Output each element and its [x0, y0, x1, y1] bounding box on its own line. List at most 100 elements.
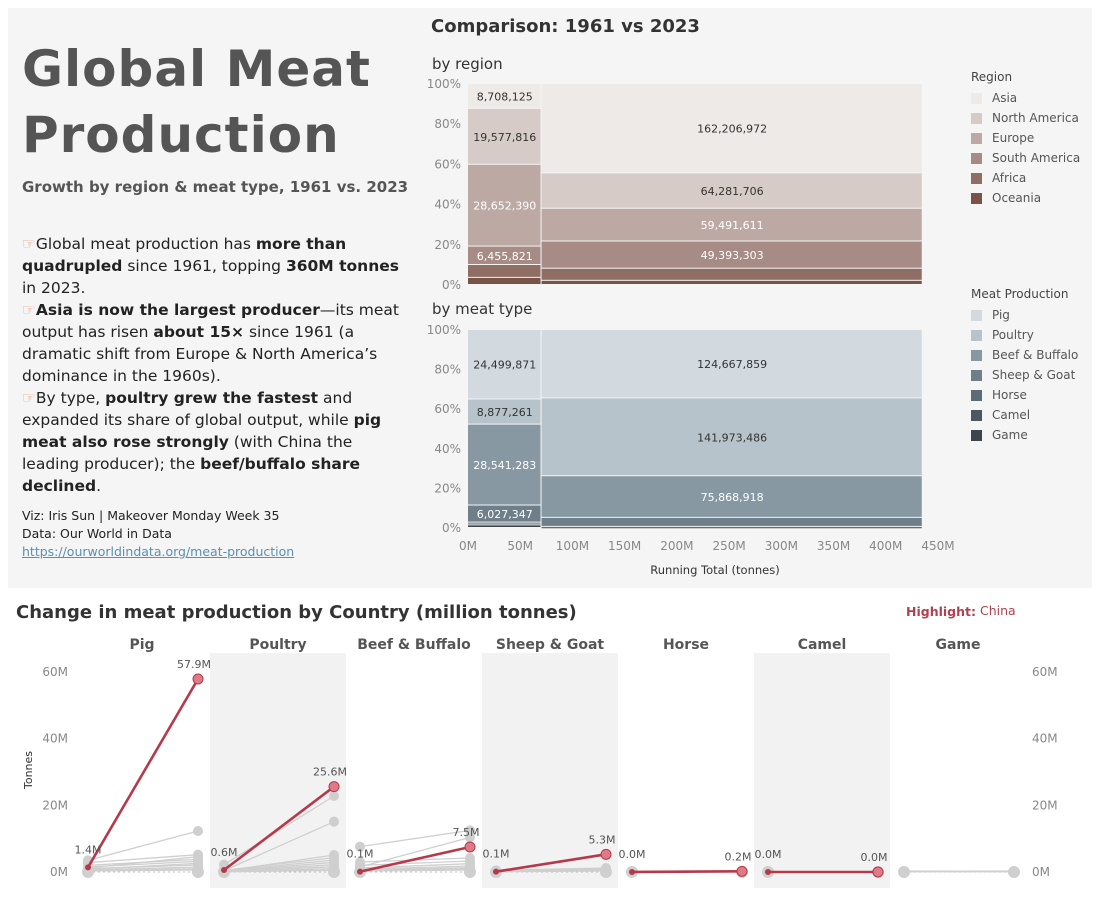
- highlight-point[interactable]: [736, 865, 748, 877]
- region-marimekko: 0% 20% 40% 60% 80% 100% 8,708,125 19,577,816 28,…: [427, 77, 922, 292]
- country-line[interactable]: [87, 860, 199, 868]
- country-line[interactable]: [87, 869, 199, 872]
- country-point[interactable]: [600, 866, 612, 878]
- meat-legend-item[interactable]: Game: [971, 425, 1078, 445]
- source-link[interactable]: https://ourworldindata.org/meat-producti…: [22, 544, 295, 559]
- country-point[interactable]: [1008, 866, 1020, 878]
- highlight-selector[interactable]: China: [980, 603, 1016, 618]
- legend-swatch: [971, 152, 982, 164]
- region-legend-item[interactable]: Oceania: [971, 188, 1080, 208]
- highlight-point[interactable]: [493, 868, 499, 875]
- narrative-paragraph-1: ☞Global meat production has more than qu…: [22, 233, 412, 299]
- meat-bar-segment[interactable]: [468, 505, 541, 522]
- highlight-point[interactable]: [765, 869, 771, 875]
- country-point[interactable]: [329, 791, 339, 801]
- country-line[interactable]: [87, 830, 199, 861]
- meat-bar-segment[interactable]: [541, 476, 922, 517]
- country-point[interactable]: [464, 866, 476, 878]
- country-point[interactable]: [328, 866, 340, 878]
- meat-legend-item[interactable]: Horse: [971, 385, 1078, 405]
- country-point[interactable]: [465, 825, 475, 836]
- x-tick-label: 200M: [660, 539, 693, 553]
- country-line[interactable]: [87, 858, 199, 866]
- narrative-emphasis: poultry grew the fastest: [105, 389, 319, 407]
- region-legend-item[interactable]: North America: [971, 108, 1080, 128]
- meat-bar-segment[interactable]: [468, 424, 541, 505]
- meat-bar-segment[interactable]: [468, 330, 541, 399]
- country-line[interactable]: [87, 866, 199, 871]
- meat-legend-item[interactable]: Sheep & Goat: [971, 365, 1078, 385]
- region-bar-segment[interactable]: [468, 108, 541, 164]
- region-legend-item[interactable]: South America: [971, 148, 1080, 168]
- highlight-point[interactable]: [872, 866, 884, 878]
- country-line[interactable]: [359, 869, 471, 872]
- country-line[interactable]: [87, 864, 199, 870]
- country-line[interactable]: [87, 854, 199, 864]
- region-bar-segment[interactable]: [541, 208, 922, 241]
- country-point[interactable]: [193, 826, 203, 836]
- country-point[interactable]: [192, 866, 204, 878]
- meat-legend-item[interactable]: Poultry: [971, 325, 1078, 345]
- region-legend-item[interactable]: Asia: [971, 88, 1080, 108]
- country-line[interactable]: [495, 869, 607, 872]
- highlight-point[interactable]: [600, 848, 612, 860]
- meat-bar-segment[interactable]: [541, 517, 922, 526]
- region-legend-item[interactable]: Africa: [971, 168, 1080, 188]
- highlight-line[interactable]: [223, 785, 335, 872]
- highlight-point[interactable]: [328, 781, 340, 793]
- country-line[interactable]: [223, 821, 335, 872]
- region-bar-segment[interactable]: [468, 246, 541, 265]
- meat-bar-segment[interactable]: [541, 330, 922, 398]
- highlight-point[interactable]: [357, 868, 363, 875]
- country-point[interactable]: [82, 866, 94, 878]
- highlight-line[interactable]: [86, 678, 200, 868]
- country-line[interactable]: [359, 867, 471, 871]
- region-chart-title: by region: [432, 55, 503, 73]
- country-point[interactable]: [355, 841, 365, 852]
- highlight-line[interactable]: [631, 870, 743, 874]
- country-point[interactable]: [329, 816, 339, 827]
- meat-bar-segment[interactable]: [468, 524, 541, 526]
- country-line[interactable]: [223, 859, 335, 872]
- region-bar-segment[interactable]: [541, 84, 922, 173]
- highlight-point[interactable]: [464, 841, 476, 853]
- country-point[interactable]: [898, 866, 910, 878]
- meat-bar-segment[interactable]: [541, 527, 922, 529]
- highlight-point[interactable]: [85, 864, 91, 871]
- region-legend-item[interactable]: Europe: [971, 128, 1080, 148]
- start-value-label: 0.0M: [755, 848, 782, 861]
- highlight-point[interactable]: [192, 673, 204, 685]
- country-line[interactable]: [359, 860, 471, 866]
- y-axis-label: Tonnes: [22, 751, 35, 790]
- meat-legend-item[interactable]: Beef & Buffalo: [971, 345, 1078, 365]
- meat-bar-segment[interactable]: [541, 526, 922, 528]
- meat-bar-segment[interactable]: [468, 399, 541, 424]
- highlight-point[interactable]: [629, 869, 635, 875]
- country-line[interactable]: [223, 795, 335, 866]
- region-bar-segment[interactable]: [468, 277, 541, 284]
- country-line[interactable]: [223, 869, 335, 873]
- meat-bar-segment[interactable]: [541, 527, 922, 528]
- country-line[interactable]: [495, 870, 607, 873]
- region-bar-segment[interactable]: [468, 164, 541, 246]
- meat-data-label: 141,973,486: [697, 431, 767, 444]
- meat-bar-segment[interactable]: [541, 398, 922, 476]
- region-bar-segment[interactable]: [541, 173, 922, 208]
- meat-bar-segment[interactable]: [468, 522, 541, 524]
- country-line[interactable]: [359, 836, 471, 868]
- region-bar-segment[interactable]: [541, 241, 922, 268]
- highlight-line[interactable]: [495, 853, 607, 873]
- highlight-point[interactable]: [221, 867, 227, 873]
- meat-legend-item[interactable]: Camel: [971, 405, 1078, 425]
- country-line[interactable]: [223, 857, 335, 871]
- country-point[interactable]: [465, 832, 475, 843]
- region-bar-segment[interactable]: [541, 268, 922, 280]
- region-bar-segment[interactable]: [468, 265, 541, 277]
- meat-data-label: 28,541,283: [473, 459, 536, 472]
- region-bar-segment[interactable]: [541, 280, 922, 284]
- highlight-line[interactable]: [359, 845, 471, 873]
- region-bar-segment[interactable]: [468, 84, 541, 108]
- meat-bar-segment[interactable]: [468, 525, 541, 527]
- country-line[interactable]: [359, 829, 471, 848]
- meat-legend-item[interactable]: Pig: [971, 305, 1078, 325]
